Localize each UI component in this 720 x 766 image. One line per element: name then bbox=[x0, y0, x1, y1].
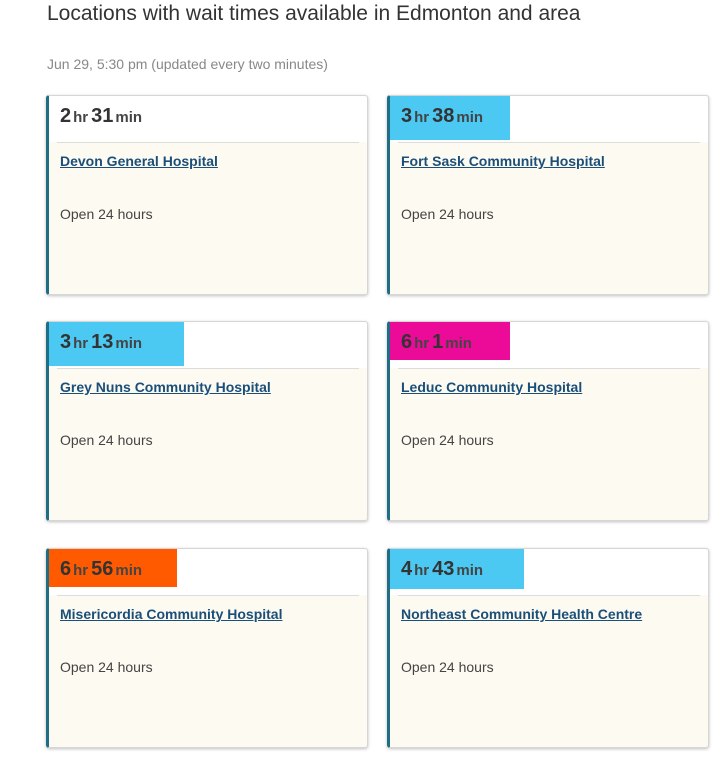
wait-hours-unit: hr bbox=[73, 562, 89, 579]
wait-highlight bbox=[49, 549, 177, 587]
wait-time: 6 hr 56 min bbox=[60, 558, 145, 581]
wait-minutes: 1 bbox=[432, 331, 444, 353]
wait-hours-unit: hr bbox=[414, 562, 430, 579]
hours-status: Open 24 hours bbox=[401, 432, 494, 448]
card-divider bbox=[57, 142, 359, 143]
wait-minutes-unit: min bbox=[115, 109, 143, 126]
wait-minutes: 38 bbox=[432, 105, 455, 127]
wait-minutes: 56 bbox=[91, 558, 114, 580]
wait-minutes-unit: min bbox=[456, 109, 484, 126]
wait-time: 6 hr 1 min bbox=[401, 331, 475, 354]
location-card: 4 hr 43 min Northeast Community Health Cent… bbox=[387, 548, 709, 748]
hospital-link-fort-sask[interactable]: Fort Sask Community Hospital bbox=[401, 153, 605, 169]
hours-status: Open 24 hours bbox=[401, 206, 494, 222]
wait-highlight bbox=[390, 322, 510, 360]
wait-highlight bbox=[390, 96, 510, 140]
card-divider bbox=[398, 595, 700, 596]
wait-time: 4 hr 43 min bbox=[401, 558, 486, 581]
hospital-link-leduc[interactable]: Leduc Community Hospital bbox=[401, 379, 583, 395]
wait-time: 3 hr 13 min bbox=[60, 331, 145, 354]
wait-time: 2 hr 31 min bbox=[60, 105, 145, 128]
wait-minutes-unit: min bbox=[456, 562, 484, 579]
card-divider bbox=[398, 368, 700, 369]
location-card: 6 hr 1 min Leduc Community Hospital Open 24… bbox=[387, 321, 709, 521]
wait-minutes: 13 bbox=[91, 331, 114, 353]
wait-hours-unit: hr bbox=[414, 335, 430, 352]
wait-hours: 6 bbox=[60, 558, 72, 580]
location-card: 3 hr 13 min Grey Nuns Community Hospital Op… bbox=[46, 321, 368, 521]
wait-minutes-unit: min bbox=[445, 335, 472, 352]
hospital-link-northeast[interactable]: Northeast Community Health Centre bbox=[401, 606, 643, 622]
wait-minutes-unit: min bbox=[115, 562, 143, 579]
wait-highlight bbox=[390, 549, 524, 589]
wait-hours: 6 bbox=[401, 331, 413, 353]
location-card: 3 hr 38 min Fort Sask Community Hospital Op… bbox=[387, 95, 709, 295]
hospital-link-grey-nuns[interactable]: Grey Nuns Community Hospital bbox=[60, 379, 271, 395]
wait-highlight bbox=[49, 322, 184, 366]
wait-time-header: 6 hr 56 min bbox=[49, 549, 367, 595]
wait-time-header: 3 hr 38 min bbox=[390, 96, 708, 142]
hours-status: Open 24 hours bbox=[60, 206, 153, 222]
page-title: Locations with wait times available in E… bbox=[47, 2, 581, 25]
wait-hours: 2 bbox=[60, 105, 72, 127]
wait-hours: 3 bbox=[401, 105, 413, 127]
wait-minutes-unit: min bbox=[115, 335, 143, 352]
hours-status: Open 24 hours bbox=[60, 659, 153, 675]
wait-hours-unit: hr bbox=[73, 109, 89, 126]
hours-status: Open 24 hours bbox=[60, 432, 153, 448]
hours-status: Open 24 hours bbox=[401, 659, 494, 675]
hospital-link-misericordia[interactable]: Misericordia Community Hospital bbox=[60, 606, 283, 622]
wait-time: 3 hr 38 min bbox=[401, 105, 486, 128]
wait-time-header: 4 hr 43 min bbox=[390, 549, 708, 595]
card-divider bbox=[398, 142, 700, 143]
wait-time-header: 3 hr 13 min bbox=[49, 322, 367, 368]
wait-time-header: 6 hr 1 min bbox=[390, 322, 708, 368]
wait-hours: 3 bbox=[60, 331, 72, 353]
wait-hours: 4 bbox=[401, 558, 413, 580]
hospital-link-devon[interactable]: Devon General Hospital bbox=[60, 153, 218, 169]
wait-hours-unit: hr bbox=[73, 335, 89, 352]
card-divider bbox=[57, 595, 359, 596]
location-card: 6 hr 56 min Misericordia Community Hospital… bbox=[46, 548, 368, 748]
wait-hours-unit: hr bbox=[414, 109, 430, 126]
wait-minutes: 43 bbox=[432, 558, 455, 580]
updated-timestamp: Jun 29, 5:30 pm (updated every two minut… bbox=[47, 56, 328, 72]
wait-minutes: 31 bbox=[91, 105, 114, 127]
card-divider bbox=[57, 368, 359, 369]
wait-time-header: 2 hr 31 min bbox=[49, 96, 367, 142]
location-card: 2 hr 31 min Devon General Hospital Open 24 … bbox=[46, 95, 368, 295]
